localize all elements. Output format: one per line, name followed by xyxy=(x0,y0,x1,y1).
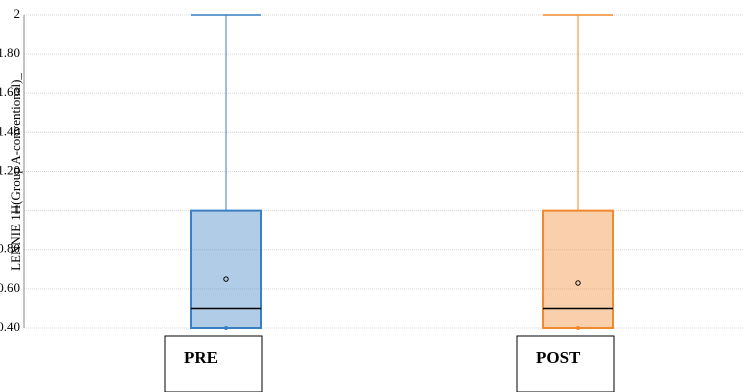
y-tick-label: 1.60 xyxy=(0,84,20,99)
category-frame xyxy=(164,335,263,392)
y-tick-label: 1.80 xyxy=(0,45,20,60)
min-point xyxy=(576,326,580,330)
min-point xyxy=(224,326,228,330)
y-tick-label: 2 xyxy=(14,6,21,21)
box xyxy=(542,209,614,329)
box xyxy=(190,209,262,329)
mean xyxy=(223,276,229,282)
y-tick-label: 0.40 xyxy=(0,319,20,334)
y-tick-label: 1.40 xyxy=(0,123,20,138)
y-tick-label: 1.20 xyxy=(0,162,20,177)
y-tick-label: 0.60 xyxy=(0,280,20,295)
mean xyxy=(575,280,581,286)
x-tick-label: PRE xyxy=(184,348,218,367)
y-axis-title: LENNIE 1H(Group A-conventional)_ xyxy=(8,73,23,271)
y-tick-label: 1 xyxy=(14,202,21,217)
category-frame xyxy=(516,335,615,392)
x-tick-label: POST xyxy=(536,348,581,367)
y-tick-label: 0.80 xyxy=(0,241,20,256)
